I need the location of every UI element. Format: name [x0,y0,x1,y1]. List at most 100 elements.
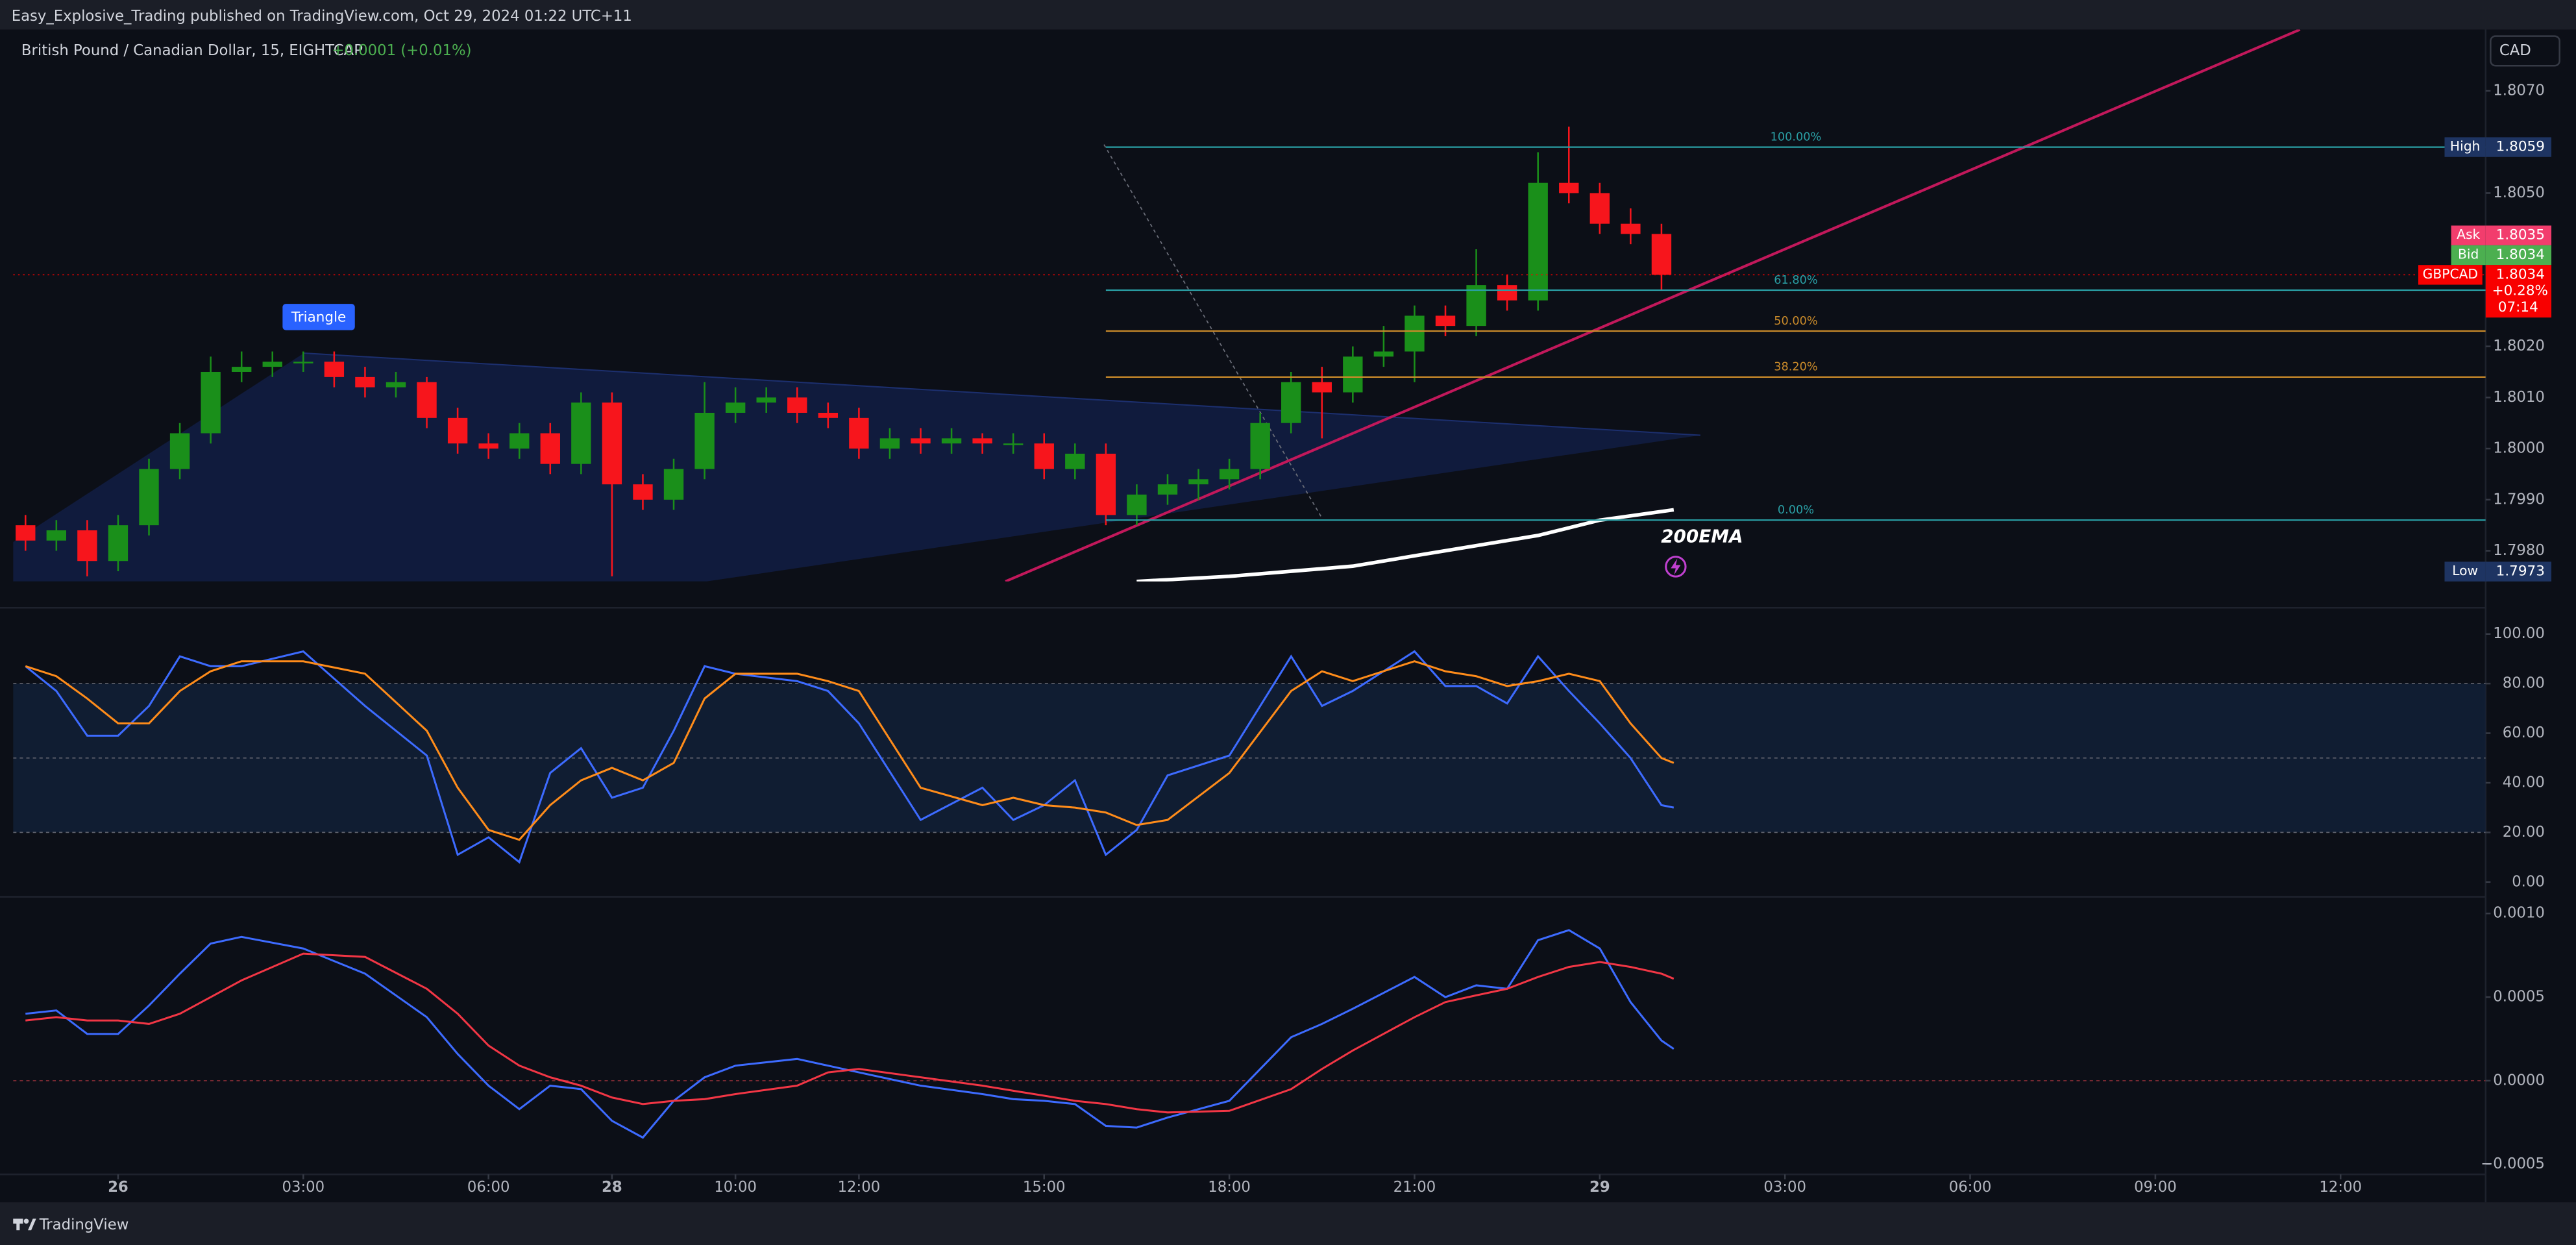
candle-body [1435,315,1456,327]
last-name: GBPCAD [2423,266,2478,282]
fib-label: 100.00% [1771,130,1822,143]
symbol-change: +0.0001 (+0.01%) [332,42,471,59]
publish-info: Easy_Explosive_Trading published on Trad… [12,8,632,25]
fib-label: 0.00% [1778,504,1814,517]
tv-logo [13,1218,36,1231]
ema-label: 200EMA [1661,525,1743,547]
candle-body [633,484,653,500]
y-tick-label: 1.7990 [2493,491,2545,508]
x-tick-label: 06:00 [1949,1179,1992,1196]
candle-body [1219,469,1240,480]
x-tick-label: 18:00 [1208,1179,1251,1196]
y-tick-label: 1.8010 [2493,389,2545,406]
candle-body [1281,382,1301,423]
candle-body [1528,182,1548,301]
indicator-line [25,650,1674,864]
candle-body [972,438,992,444]
marker-name: Ask [2457,227,2480,242]
brand: TradingView [39,1216,129,1233]
candle-body [1034,443,1054,469]
marker-value: 1.8035 [2496,227,2545,243]
x-tick-label: 12:00 [838,1179,881,1196]
symbol-title: British Pound / Canadian Dollar, 15, EIG… [21,42,363,59]
candle-body [849,417,869,449]
alert-icon[interactable] [1665,556,1687,578]
y-tick-label: 100.00 [2493,625,2545,642]
triangle-tag [282,304,355,330]
y-tick-label: 1.8020 [2493,338,2545,354]
candle-body [293,362,313,364]
marker-value: 1.8034 [2496,247,2545,263]
y-tick-label: 0.0000 [2493,1072,2545,1089]
triangle-edge [304,352,1700,436]
marker-value: 1.8059 [2496,139,2545,155]
candle-body [1096,453,1116,515]
x-tick-label: 15:00 [1023,1179,1066,1196]
fib-label: 61.80% [1774,274,1818,287]
last-price-box [2485,265,2552,318]
y-tick-label: 80.00 [2503,675,2545,692]
pane [13,650,2486,864]
candle-body [663,469,684,500]
marker-name-box [2444,561,2486,582]
marker-name-box [2451,225,2486,245]
fib-label: 50.00% [1774,315,1818,328]
candle-body [1312,382,1332,393]
candle-body [1497,285,1517,301]
x-tick-label: 06:00 [467,1179,510,1196]
y-tick-label: 0.0005 [2493,989,2545,1005]
x-tick-label: 12:00 [2319,1179,2362,1196]
candle-body [355,376,375,388]
marker-value-box [2485,561,2552,582]
marker-name: Low [2452,563,2478,578]
y-tick-label: 40.00 [2503,774,2545,791]
alert-bolt [1671,558,1681,575]
currency[interactable]: CAD [2499,42,2531,59]
candle-body [1621,223,1641,234]
marker-value: 1.7973 [2496,563,2545,580]
top-bar [0,0,2576,30]
candle-body [787,397,807,413]
candle-body [1003,443,1024,445]
candle-body [818,412,839,418]
candle-body [417,382,437,418]
last-value: 1.8034 [2496,266,2545,282]
candle-body [1065,453,1085,469]
marker-name-box [2451,245,2486,265]
candle-body [262,362,282,367]
candle-body [1157,484,1178,495]
candle-body [1127,494,1147,515]
marker-value-box [2485,245,2552,265]
pane [13,929,2486,1139]
candle-body [694,412,715,469]
y-tick-label: 1.7980 [2493,542,2545,559]
x-tick-label: 26 [108,1179,129,1196]
y-tick-label: 1.8000 [2493,440,2545,457]
y-tick-label: 1.8070 [2493,82,2545,99]
candle-body [509,433,530,449]
y-tick-label: 20.00 [2503,824,2545,841]
candle-body [571,402,591,464]
x-tick-label: 10:00 [714,1179,757,1196]
candle-body [447,417,468,444]
candle-body [324,362,345,377]
x-tick-label: 28 [602,1179,622,1196]
candle-body [725,402,746,413]
candle-body [1343,356,1363,393]
x-tick-label: 09:00 [2134,1179,2177,1196]
candle-body [46,530,67,541]
y-tick-label: 0.0010 [2493,905,2545,922]
candle-body [169,433,190,469]
marker-value-box [2485,137,2552,157]
candle-body [1250,423,1270,469]
pane [13,127,2486,582]
triangle-label: Triangle [291,310,346,326]
candle-body [540,433,560,464]
x-tick-label: 21:00 [1393,1179,1436,1196]
currency-button[interactable] [2490,35,2560,67]
candle-body [911,438,931,444]
x-tick-label: 03:00 [282,1179,325,1196]
candle-body [232,367,252,372]
